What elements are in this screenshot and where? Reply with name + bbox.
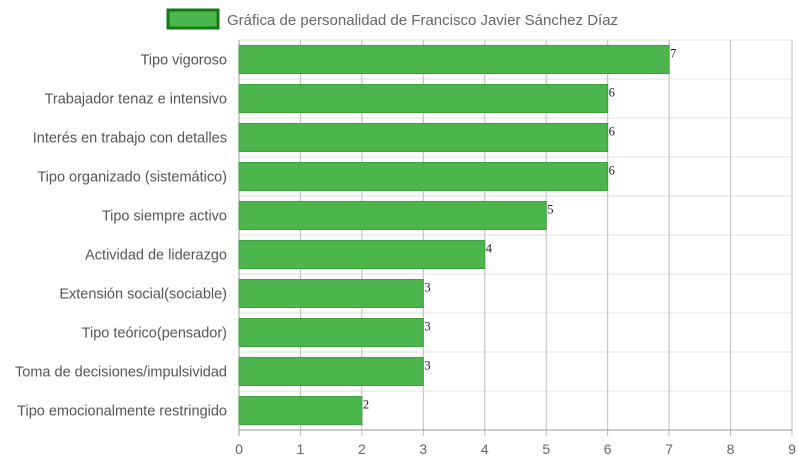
category-label: Toma de decisiones/impulsividad bbox=[15, 365, 227, 381]
bar[interactable] bbox=[238, 395, 363, 426]
data-label: 4 bbox=[486, 242, 493, 256]
data-label: 5 bbox=[547, 203, 553, 217]
category-label: Tipo siempre activo bbox=[102, 209, 227, 225]
category-label: Tipo emocionalmente restringido bbox=[17, 404, 227, 420]
x-tick-label: 5 bbox=[542, 441, 550, 457]
x-tick-label: 3 bbox=[419, 441, 427, 457]
bars bbox=[238, 44, 670, 426]
x-tick-label: 7 bbox=[665, 441, 673, 457]
bar[interactable] bbox=[238, 83, 609, 114]
data-label: 6 bbox=[609, 164, 615, 178]
category-label: Extensión social(sociable) bbox=[59, 287, 227, 303]
x-axis-tick-labels: 0 1 2 3 4 5 6 7 8 9 bbox=[235, 441, 796, 457]
category-label: Interés en trabajo con detalles bbox=[33, 131, 227, 147]
data-label: 2 bbox=[363, 398, 369, 412]
bar[interactable] bbox=[238, 239, 486, 270]
data-label: 3 bbox=[424, 359, 430, 373]
bar[interactable] bbox=[238, 161, 609, 192]
x-tick-label: 0 bbox=[235, 441, 243, 457]
bar[interactable] bbox=[238, 200, 547, 231]
value-labels: 7 6 6 6 5 4 3 3 3 2 bbox=[363, 47, 676, 412]
x-tick-label: 4 bbox=[481, 441, 489, 457]
x-tick-label: 8 bbox=[727, 441, 735, 457]
category-label: Actividad de liderazgo bbox=[85, 248, 227, 264]
bar[interactable] bbox=[238, 44, 670, 75]
x-tick-label: 9 bbox=[788, 441, 796, 457]
x-tick-label: 2 bbox=[358, 441, 366, 457]
data-label: 6 bbox=[609, 125, 615, 139]
x-tick-label: 1 bbox=[297, 441, 305, 457]
category-label: Tipo vigoroso bbox=[140, 53, 227, 69]
bar[interactable] bbox=[238, 122, 609, 153]
x-tick-label: 6 bbox=[604, 441, 612, 457]
data-label: 7 bbox=[670, 47, 676, 61]
data-label: 6 bbox=[609, 86, 615, 100]
legend-label: Gráfica de personalidad de Francisco Jav… bbox=[227, 12, 618, 29]
data-label: 3 bbox=[424, 320, 430, 334]
legend-swatch bbox=[166, 8, 220, 30]
category-label: Tipo organizado (sistemático) bbox=[37, 170, 227, 186]
bar[interactable] bbox=[238, 317, 424, 348]
category-label: Tipo teórico(pensador) bbox=[82, 326, 227, 342]
data-label: 3 bbox=[424, 281, 430, 295]
category-labels: Tipo vigoroso Trabajador tenaz e intensiv… bbox=[15, 53, 227, 420]
bar[interactable] bbox=[238, 356, 424, 387]
category-label: Trabajador tenaz e intensivo bbox=[45, 92, 227, 108]
legend[interactable]: Gráfica de personalidad de Francisco Jav… bbox=[166, 8, 618, 30]
bar[interactable] bbox=[238, 278, 424, 309]
